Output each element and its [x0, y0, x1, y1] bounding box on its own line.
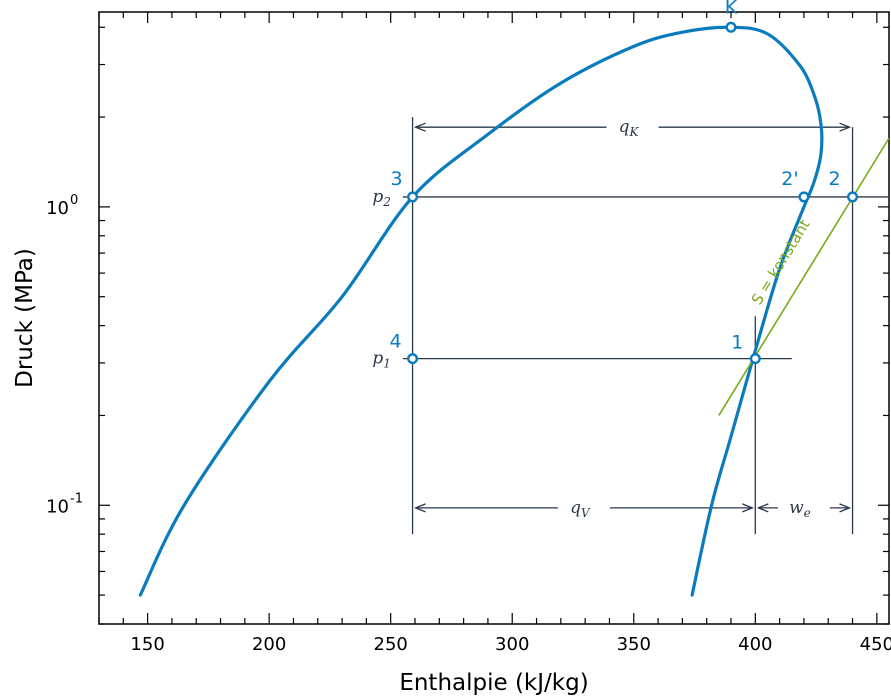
x-tick-label: 350 — [617, 634, 651, 655]
state-point-marker — [847, 191, 859, 203]
x-tick-label: 450 — [860, 634, 891, 655]
dimension-subscript: K — [629, 125, 640, 139]
x-tick-label: 300 — [495, 634, 529, 655]
state-point-marker — [749, 353, 761, 365]
y-tick-exponent: -1 — [70, 491, 83, 506]
pressure-subscript: 2 — [382, 195, 391, 209]
pressure-label: p1 — [372, 349, 391, 371]
y-axis-title: Druck (MPa) — [12, 248, 38, 388]
dimension-label: qV — [570, 498, 591, 520]
dimension-label: qK — [619, 117, 640, 139]
state-point-marker — [407, 191, 419, 203]
state-point-marker — [798, 191, 810, 203]
dimension-symbol: w — [789, 498, 804, 518]
saturation-curve — [138, 25, 824, 597]
isentrope-line — [718, 137, 890, 416]
state-point-marker — [407, 353, 419, 365]
y-tick-label: 10 — [46, 198, 69, 219]
state-point-label: K — [725, 0, 738, 18]
x-tick-label: 400 — [738, 634, 772, 655]
x-axis-title: Enthalpie (kJ/kg) — [399, 670, 588, 696]
pressure-subscript: 1 — [383, 357, 391, 371]
dimension-subscript: V — [581, 506, 591, 520]
y-tick-exponent: 0 — [70, 193, 78, 208]
state-point-marker — [725, 21, 737, 33]
state-point-label: 3 — [391, 168, 403, 190]
plot-area — [98, 11, 890, 625]
state-points — [407, 21, 859, 365]
isentrope-label: S = konstant — [748, 216, 814, 308]
x-tick-label: 250 — [374, 634, 408, 655]
pressure-symbol: p — [372, 187, 383, 207]
curves — [138, 25, 890, 597]
y-tick-label: 10 — [46, 496, 69, 517]
dimension-label: we — [789, 498, 811, 520]
dimension-symbol: q — [570, 498, 581, 518]
state-point-label: 4 — [390, 331, 402, 353]
pressure-symbol: p — [372, 349, 383, 369]
plot-frame — [98, 11, 890, 625]
pressure-label: p2 — [372, 187, 391, 209]
x-tick-label: 150 — [130, 634, 164, 655]
dimension-symbol: q — [619, 117, 630, 137]
state-point-label: 2 — [828, 168, 840, 190]
state-point-label: 2' — [781, 168, 798, 190]
x-tick-label: 200 — [252, 634, 286, 655]
dimension-subscript: e — [804, 506, 811, 520]
refrigeration-cycle — [402, 117, 889, 535]
state-point-label: 1 — [731, 332, 743, 354]
